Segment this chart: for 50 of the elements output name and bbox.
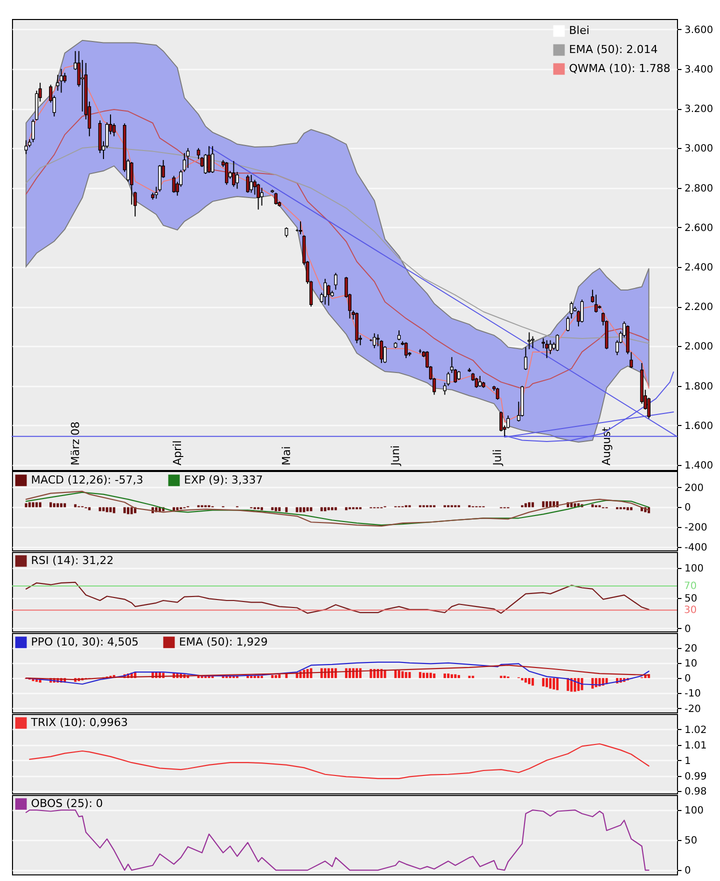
y-tick-label: -400 [684, 542, 708, 554]
y-tick-label: 10 [684, 658, 698, 670]
y-tick-label: 1.02 [684, 724, 707, 736]
legend-label: TRIX (10): 0,9963 [30, 716, 128, 729]
y-tick-label: 50 [684, 594, 698, 605]
y-tick-label: -10 [684, 688, 701, 700]
y-tick-label: 0 [684, 624, 691, 635]
legend-label: Blei [569, 24, 590, 37]
ref-line-label: 30 [684, 605, 697, 616]
y-tick-label: 0.99 [684, 771, 707, 782]
x-tick-label: August [600, 426, 614, 466]
x-tick-label: März 08 [68, 421, 82, 466]
y-tick-label: 2.200 [684, 302, 714, 314]
y-tick-label: 3.200 [684, 104, 714, 116]
y-tick-label: 0.98 [684, 786, 707, 798]
y-tick-label: 2.600 [684, 222, 714, 234]
y-tick-label: 3.400 [684, 64, 714, 76]
y-tick-label: 1.400 [684, 460, 714, 472]
legend-label: OBOS (25): 0 [31, 797, 103, 810]
y-tick-label: 100 [684, 806, 704, 817]
y-tick-label: -200 [684, 522, 708, 534]
ref-line-label: 70 [684, 580, 697, 592]
y-tick-label: 0 [684, 502, 691, 514]
y-tick-label: 200 [684, 482, 704, 494]
y-tick-label: 50 [684, 836, 698, 847]
legend-label: EMA (50): 2.014 [569, 43, 658, 56]
y-tick-label: 0 [684, 866, 691, 877]
legend-label: QWMA (10): 1.788 [569, 62, 670, 75]
y-tick-label: -20 [684, 704, 701, 715]
x-tick-label: Mai [280, 446, 293, 466]
legend-label: EXP (9): 3,337 [184, 473, 263, 486]
y-tick-label: 2.800 [684, 183, 714, 194]
x-tick-label: Juni [389, 445, 402, 466]
y-tick-label: 2.000 [684, 342, 714, 353]
y-tick-label: 0 [684, 674, 691, 685]
legend-label: RSI (14): 31,22 [31, 554, 114, 567]
legend-label: EMA (50): 1,929 [179, 635, 268, 648]
legend-label: PPO (10, 30): 4,505 [31, 635, 139, 648]
x-tick-label: April [170, 440, 184, 466]
x-tick-label: Juli [491, 449, 504, 466]
y-tick-label: 3.000 [684, 144, 714, 155]
y-tick-label: 100 [684, 563, 704, 574]
y-tick-label: 1.01 [684, 740, 707, 752]
y-tick-label: 20 [684, 643, 698, 654]
y-tick-label: 3.600 [684, 24, 714, 36]
legend-label: MACD (12,26): -57,3 [31, 473, 144, 486]
y-tick-label: 1 [684, 756, 691, 767]
y-tick-label: 2.400 [684, 262, 714, 274]
y-tick-label: 1.800 [684, 381, 714, 392]
y-tick-label: 1.600 [684, 420, 714, 432]
